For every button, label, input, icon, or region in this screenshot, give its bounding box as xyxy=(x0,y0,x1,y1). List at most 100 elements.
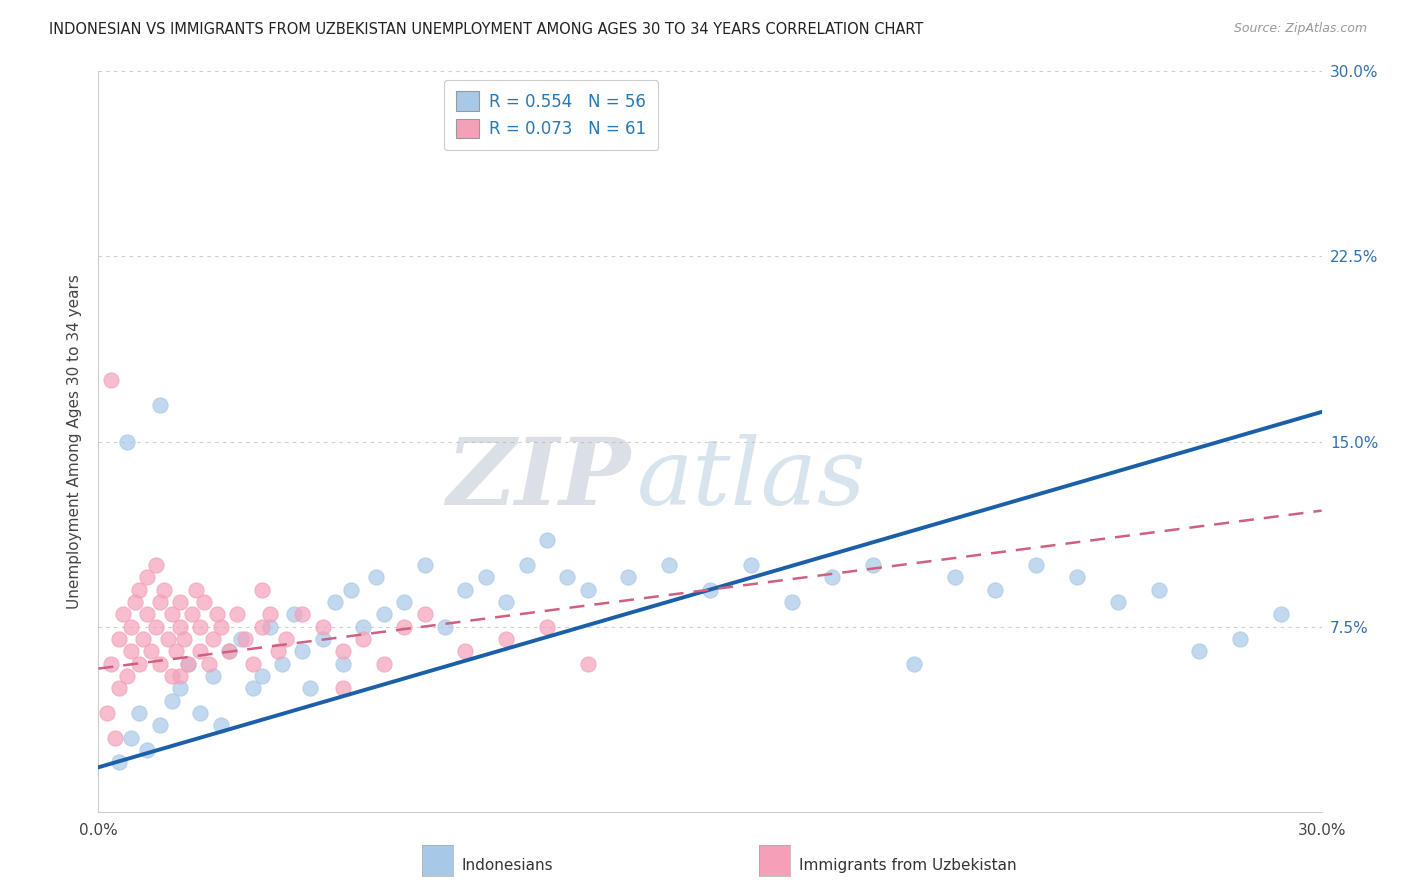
Text: atlas: atlas xyxy=(637,434,866,524)
Point xyxy=(124,595,146,609)
Point xyxy=(233,632,256,646)
Point xyxy=(291,644,314,658)
Point xyxy=(104,731,127,745)
Point xyxy=(96,706,118,720)
Point xyxy=(226,607,249,622)
Point xyxy=(128,657,150,671)
Point xyxy=(740,558,762,572)
Point xyxy=(201,632,224,646)
Point xyxy=(108,681,131,696)
Point xyxy=(250,619,273,633)
Point xyxy=(136,570,159,584)
Point xyxy=(1229,632,1251,646)
Point xyxy=(332,657,354,671)
Point xyxy=(1270,607,1292,622)
Point xyxy=(115,434,138,449)
Point xyxy=(111,607,134,622)
Point xyxy=(413,558,436,572)
Point xyxy=(821,570,844,584)
Point xyxy=(160,607,183,622)
Text: INDONESIAN VS IMMIGRANTS FROM UZBEKISTAN UNEMPLOYMENT AMONG AGES 30 TO 34 YEARS : INDONESIAN VS IMMIGRANTS FROM UZBEKISTAN… xyxy=(49,22,924,37)
Point xyxy=(454,582,477,597)
Point xyxy=(242,657,264,671)
Point xyxy=(136,743,159,757)
Point xyxy=(1147,582,1170,597)
Point xyxy=(209,619,232,633)
Point xyxy=(516,558,538,572)
Point xyxy=(149,657,172,671)
Point xyxy=(250,582,273,597)
Point xyxy=(160,694,183,708)
Point xyxy=(373,657,395,671)
Legend: R = 0.554   N = 56, R = 0.073   N = 61: R = 0.554 N = 56, R = 0.073 N = 61 xyxy=(444,79,658,150)
Point xyxy=(267,644,290,658)
Point xyxy=(136,607,159,622)
Point xyxy=(1066,570,1088,584)
Point xyxy=(312,632,335,646)
Point xyxy=(312,619,335,633)
Point xyxy=(576,582,599,597)
Point xyxy=(145,619,167,633)
Point xyxy=(576,657,599,671)
Point xyxy=(340,582,363,597)
Point xyxy=(149,398,172,412)
Point xyxy=(780,595,803,609)
Point xyxy=(555,570,579,584)
Y-axis label: Unemployment Among Ages 30 to 34 years: Unemployment Among Ages 30 to 34 years xyxy=(66,274,82,609)
Point xyxy=(1188,644,1211,658)
Point xyxy=(332,644,354,658)
Point xyxy=(943,570,966,584)
Point xyxy=(177,657,200,671)
Point xyxy=(186,582,208,597)
Point xyxy=(270,657,294,671)
Point xyxy=(299,681,322,696)
Point xyxy=(209,718,232,732)
Text: Source: ZipAtlas.com: Source: ZipAtlas.com xyxy=(1233,22,1367,36)
Point xyxy=(188,706,212,720)
Point xyxy=(1107,595,1129,609)
Point xyxy=(536,619,558,633)
Text: Immigrants from Uzbekistan: Immigrants from Uzbekistan xyxy=(799,858,1017,872)
Point xyxy=(364,570,387,584)
Text: ZIP: ZIP xyxy=(446,434,630,524)
Point xyxy=(132,632,155,646)
Point xyxy=(156,632,179,646)
Point xyxy=(1025,558,1047,572)
Point xyxy=(201,669,224,683)
Point xyxy=(218,644,240,658)
Point xyxy=(274,632,297,646)
Point xyxy=(108,756,131,770)
Point xyxy=(536,533,558,548)
Point xyxy=(495,632,517,646)
Point xyxy=(188,619,212,633)
Point xyxy=(169,619,191,633)
Point xyxy=(128,706,150,720)
Point xyxy=(128,582,150,597)
Point xyxy=(100,657,122,671)
Point xyxy=(160,669,183,683)
Point xyxy=(658,558,681,572)
Point xyxy=(145,558,167,572)
Point xyxy=(352,632,374,646)
Point xyxy=(373,607,395,622)
Point xyxy=(231,632,253,646)
Point xyxy=(323,595,346,609)
Point xyxy=(197,657,219,671)
Point xyxy=(218,644,240,658)
Point xyxy=(291,607,314,622)
Point xyxy=(115,669,138,683)
Point xyxy=(903,657,925,671)
Point xyxy=(283,607,305,622)
Point xyxy=(392,595,416,609)
Point xyxy=(699,582,721,597)
Point xyxy=(165,644,187,658)
Point xyxy=(149,718,172,732)
Point xyxy=(100,373,122,387)
Point xyxy=(332,681,354,696)
Point xyxy=(188,644,212,658)
Point xyxy=(242,681,264,696)
Point xyxy=(177,657,200,671)
Point xyxy=(862,558,884,572)
Point xyxy=(173,632,195,646)
Point xyxy=(454,644,477,658)
